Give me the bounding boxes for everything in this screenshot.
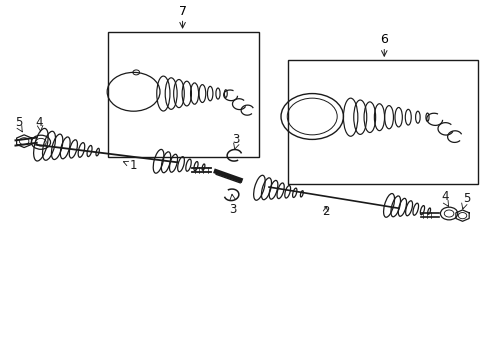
- Text: 5: 5: [464, 192, 471, 205]
- Text: 4: 4: [36, 116, 43, 129]
- Text: 6: 6: [380, 33, 388, 46]
- Text: 3: 3: [233, 134, 240, 147]
- Text: 4: 4: [441, 190, 449, 203]
- Text: 3: 3: [229, 203, 236, 216]
- Bar: [288, 60, 478, 184]
- Text: 5: 5: [16, 116, 23, 129]
- Text: 1: 1: [123, 159, 137, 172]
- Text: 7: 7: [178, 5, 187, 18]
- Text: 2: 2: [322, 205, 329, 218]
- Bar: [108, 32, 259, 157]
